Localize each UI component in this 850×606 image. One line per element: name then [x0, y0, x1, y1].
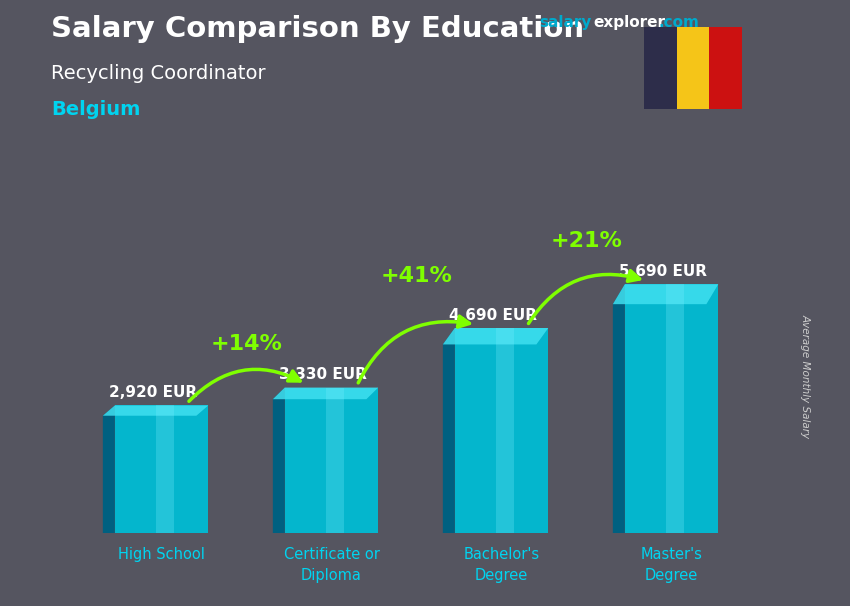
Bar — [156, 405, 174, 533]
Bar — [115, 405, 208, 533]
Bar — [455, 328, 548, 533]
Text: 2,920 EUR: 2,920 EUR — [109, 385, 197, 400]
Text: 5,690 EUR: 5,690 EUR — [619, 264, 707, 279]
Text: explorer: explorer — [593, 15, 666, 30]
Text: salary: salary — [540, 15, 592, 30]
Text: 3,330 EUR: 3,330 EUR — [279, 367, 367, 382]
Polygon shape — [613, 284, 718, 304]
Text: Salary Comparison By Education: Salary Comparison By Education — [51, 15, 584, 43]
Polygon shape — [613, 284, 625, 533]
Text: .com: .com — [659, 15, 700, 30]
Polygon shape — [443, 328, 548, 344]
Polygon shape — [103, 405, 208, 416]
Text: Average Monthly Salary: Average Monthly Salary — [800, 314, 810, 438]
Bar — [666, 284, 684, 533]
Polygon shape — [273, 388, 285, 533]
Polygon shape — [273, 388, 378, 399]
Bar — [496, 328, 514, 533]
Bar — [285, 388, 378, 533]
Bar — [625, 284, 718, 533]
Bar — [326, 388, 344, 533]
Text: +21%: +21% — [551, 231, 622, 251]
Text: Recycling Coordinator: Recycling Coordinator — [51, 64, 265, 82]
Text: +41%: +41% — [381, 266, 452, 286]
Polygon shape — [103, 405, 115, 533]
Text: +14%: +14% — [211, 335, 282, 355]
Text: Belgium: Belgium — [51, 100, 140, 119]
Bar — [710, 27, 742, 109]
Text: 4,690 EUR: 4,690 EUR — [449, 308, 537, 323]
Polygon shape — [443, 328, 455, 533]
Bar — [644, 27, 677, 109]
Bar — [677, 27, 710, 109]
